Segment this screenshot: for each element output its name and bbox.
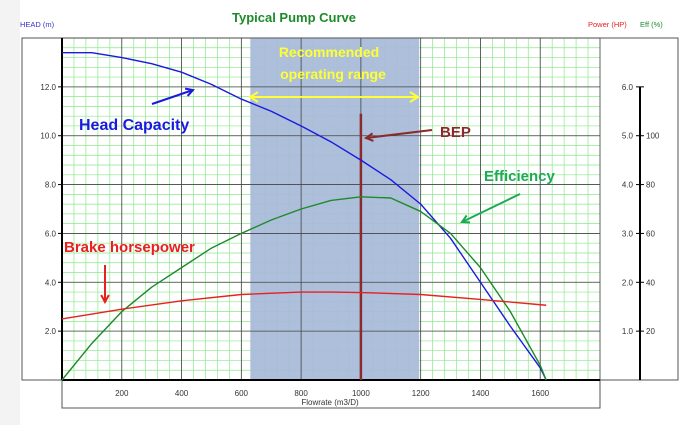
eff-tick-label: 80 [646,181,655,190]
head-arrow-icon [151,89,194,105]
x-tick-label: 1400 [472,389,490,398]
head-tick-label: 2.0 [45,327,57,336]
series-brake-horsepower-line [61,291,547,320]
range-arrow-right-head [409,91,420,103]
bep-arrow-icon [365,129,433,139]
power-arrow-icon-head [100,294,110,305]
head-tick-label: 8.0 [45,181,57,190]
head-tick-label: 6.0 [45,229,57,238]
chart-title: Typical Pump Curve [232,10,356,25]
eff-tick-label: 60 [646,229,655,238]
annotation-efficiency: Efficiency [484,168,556,185]
power-tick-label: 5.0 [622,132,634,141]
power-tick-label: 2.0 [622,278,634,287]
x-tick-label: 400 [175,389,189,398]
head-tick-label: 12.0 [40,83,56,92]
efficiency-arrow-icon-head [460,214,471,224]
head-tick-label: 10.0 [40,132,56,141]
series-efficiency-line [61,196,547,381]
x-tick-label: 200 [115,389,129,398]
eff-tick-label: 40 [646,278,655,287]
range-arrow-left-head [248,91,259,103]
annotation-brake-horsepower: Brake horsepower [64,239,195,256]
efficiency-arrow-icon [461,193,521,223]
x-tick-label: 800 [294,389,308,398]
x-tick-label: 600 [235,389,249,398]
annotation-range-line2: operating range [280,66,386,82]
bep-arrow-icon-head [363,132,374,142]
power-tick-label: 6.0 [622,83,634,92]
annotation-head-capacity: Head Capacity [79,117,189,134]
x-tick-label: 1600 [531,389,549,398]
power-axis-label: Power (HP) [588,20,627,29]
annotation-range-line1: Recommended [279,44,379,60]
eff-tick-label: 100 [646,132,660,141]
x-tick-label: 1200 [412,389,430,398]
eff-tick-label: 20 [646,327,655,336]
head-tick-label: 4.0 [45,278,57,287]
power-tick-label: 3.0 [622,229,634,238]
power-tick-label: 4.0 [622,181,634,190]
head-arrow-icon-head [184,87,195,97]
head-axis-label: HEAD (m) [20,20,55,29]
annotation-bep: BEP [440,124,471,141]
x-axis-label: Flowrate (m3/D) [301,398,359,407]
eff-axis-label: Eff (%) [640,20,663,29]
series-head-capacity-line [62,51,547,381]
recommended-range-band [250,38,420,380]
power-tick-label: 1.0 [622,327,634,336]
x-tick-label: 1000 [352,389,370,398]
